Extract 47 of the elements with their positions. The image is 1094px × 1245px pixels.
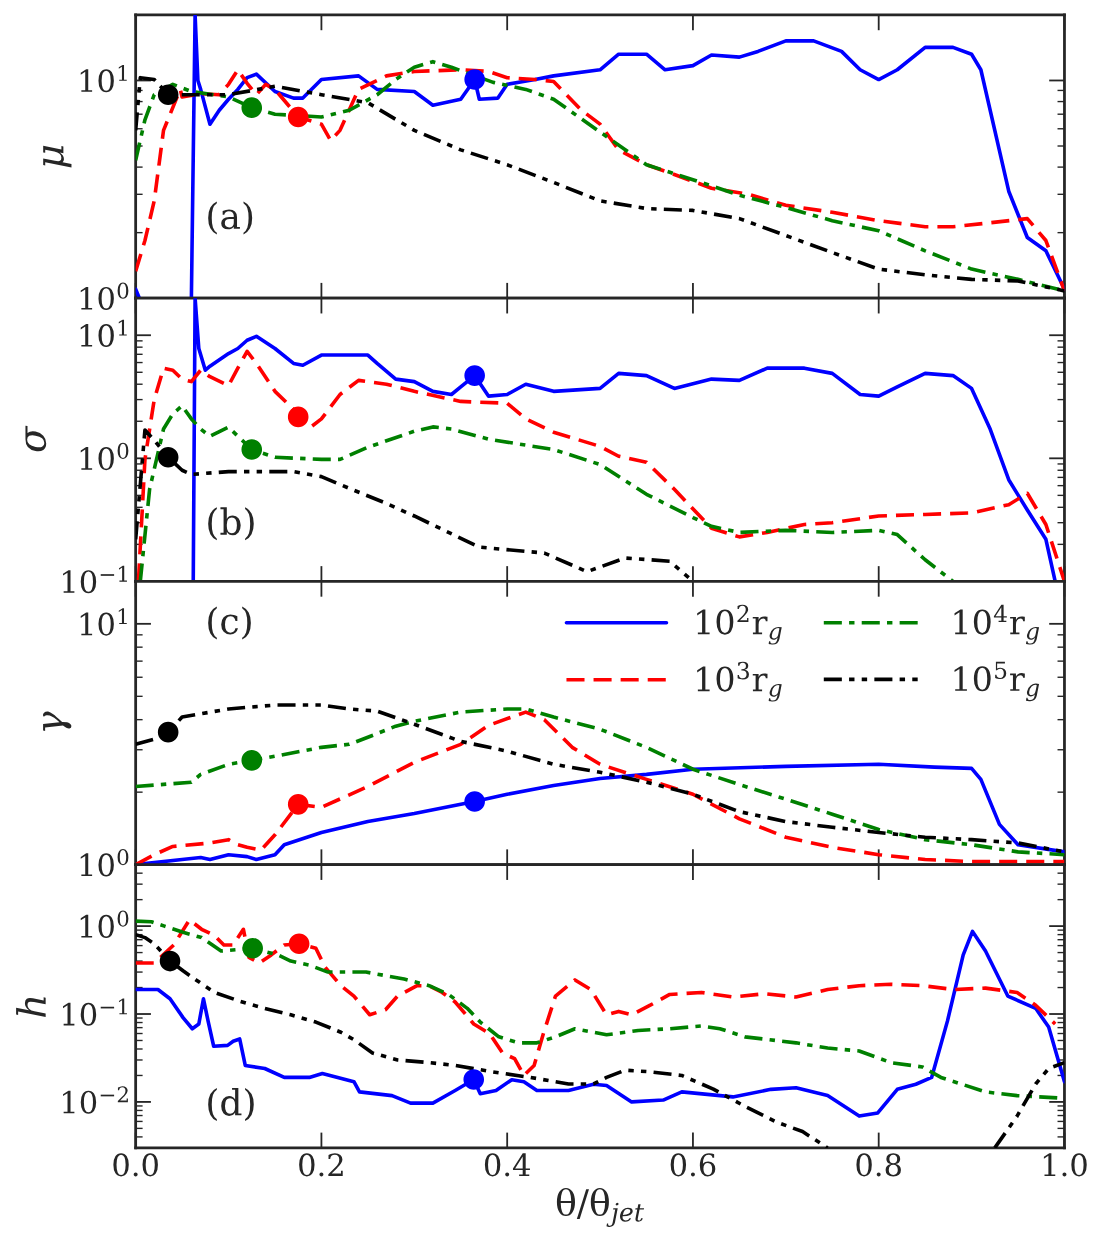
point: [464, 791, 485, 812]
x-axis-title: θ/θ$_{jet}$: [556, 1187, 645, 1227]
legend-label: 10$^{5}$r$_{g}$: [954, 661, 1040, 702]
y-tick-label: 10$^{−2}$: [63, 1086, 128, 1114]
point: [241, 750, 263, 771]
point: [464, 365, 485, 386]
point: [463, 1069, 485, 1090]
line-series: [138, 404, 955, 582]
y-axis-title: σ: [25, 425, 47, 452]
point: [287, 794, 309, 815]
y-axis-title: μ: [43, 145, 72, 168]
y-tick-label: 10$^{1}$: [80, 608, 127, 636]
y-tick-label: 10$^{−1}$: [63, 998, 127, 1026]
annotation: (b): [208, 507, 254, 541]
annotation: (a): [208, 201, 253, 235]
legend-label: 10$^{3}$r$_{g}$: [697, 661, 782, 702]
point: [157, 721, 179, 743]
point: [241, 439, 263, 460]
x-tick-label: 0.4: [484, 1153, 530, 1177]
x-tick-label: 0.2: [299, 1153, 343, 1177]
point: [287, 406, 309, 428]
point: [464, 69, 485, 90]
y-axis-title: γ: [43, 711, 72, 731]
point: [242, 937, 263, 959]
annotation: (c): [208, 606, 251, 640]
y-tick-label: 10$^{0}$: [80, 282, 129, 310]
y-axis-title: h: [16, 997, 46, 1017]
point: [159, 950, 181, 972]
point: [288, 933, 310, 955]
y-tick-label: 10$^{1}$: [80, 64, 127, 93]
y-tick-label: 10$^{−1}$: [63, 565, 127, 594]
y-tick-label: 10$^{1}$: [80, 319, 127, 348]
point: [157, 84, 179, 106]
y-tick-label: 10$^{0}$: [80, 849, 129, 877]
line-series: [191, 298, 1057, 582]
x-tick-label: 1.0: [1043, 1153, 1087, 1177]
annotation: (d): [208, 1087, 254, 1121]
y-tick-label: 10$^{0}$: [80, 442, 129, 471]
point: [241, 97, 263, 118]
legend-label: 10$^{2}$r$_{g}$: [697, 604, 782, 645]
point: [157, 446, 179, 468]
x-tick-label: 0.0: [113, 1153, 158, 1177]
point: [287, 106, 309, 128]
legend-label: 10$^{4}$r$_{g}$: [954, 604, 1040, 645]
x-tick-label: 0.6: [670, 1153, 716, 1177]
y-tick-label: 10$^{0}$: [80, 910, 129, 938]
x-tick-label: 0.8: [856, 1153, 901, 1177]
